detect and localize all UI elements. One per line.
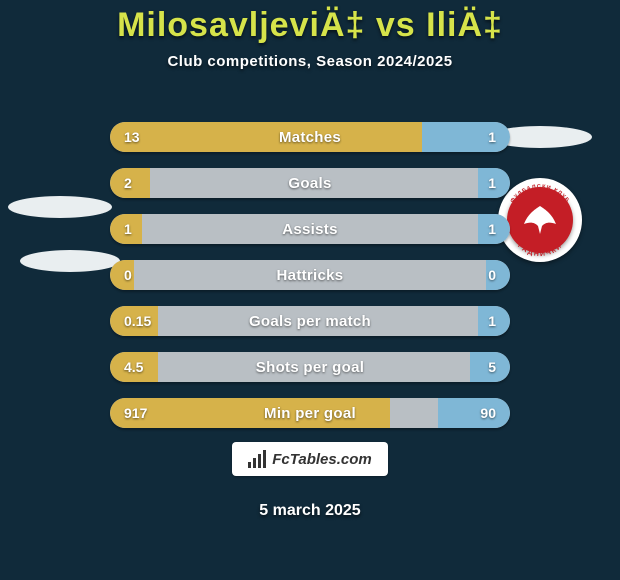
stat-row: Min per goal917 90 <box>110 398 510 428</box>
stat-row: Matches13 1 <box>110 122 510 152</box>
infographic-date: 5 march 2025 <box>0 502 620 520</box>
stat-value-left: 1 <box>124 214 132 244</box>
stat-label: Min per goal <box>110 398 510 428</box>
stat-value-left: 0.15 <box>124 306 151 336</box>
comparison-infographic: MilosavljeviÄ‡ vs IliÄ‡ Club competition… <box>0 0 620 580</box>
badge-outer-ring: ФУДБАЛСКИ КЛУБ РАДНИЧКИ <box>498 178 582 262</box>
logo-text: FcTables.com <box>272 451 371 468</box>
stat-value-left: 13 <box>124 122 140 152</box>
stat-value-left: 4.5 <box>124 352 143 382</box>
stat-label: Hattricks <box>110 260 510 290</box>
stat-value-right: 1 <box>488 214 496 244</box>
stat-value-right: 90 <box>480 398 496 428</box>
stat-label: Goals per match <box>110 306 510 336</box>
stat-row: Shots per goal4.5 5 <box>110 352 510 382</box>
fctables-logo: FcTables.com <box>232 442 388 476</box>
stat-rows: Matches131Goals21Assists11Hattricks00Goa… <box>110 122 510 444</box>
stat-label: Matches <box>110 122 510 152</box>
stat-value-left: 917 <box>124 398 147 428</box>
stat-row: Assists1 1 <box>110 214 510 244</box>
stat-row: Hattricks0 0 <box>110 260 510 290</box>
stat-value-left: 0 <box>124 260 132 290</box>
ellipse-decor-2 <box>20 250 120 272</box>
stat-value-right: 5 <box>488 352 496 382</box>
stat-value-right: 1 <box>488 306 496 336</box>
stat-value-right: 0 <box>488 260 496 290</box>
stat-label: Assists <box>110 214 510 244</box>
stat-value-right: 1 <box>488 168 496 198</box>
stat-row: Goals per match0.15 1 <box>110 306 510 336</box>
page-subtitle: Club competitions, Season 2024/2025 <box>0 53 620 70</box>
stat-value-left: 2 <box>124 168 132 198</box>
svg-text:РАДНИЧКИ: РАДНИЧКИ <box>516 242 564 258</box>
badge-text-arc: ФУДБАЛСКИ КЛУБ РАДНИЧКИ <box>498 178 582 262</box>
logo-bars-icon <box>248 450 266 468</box>
ellipse-decor-1 <box>8 196 112 218</box>
club-badge-right: ФУДБАЛСКИ КЛУБ РАДНИЧКИ <box>498 178 582 262</box>
stat-row: Goals2 1 <box>110 168 510 198</box>
stat-label: Goals <box>110 168 510 198</box>
stat-value-right: 1 <box>488 122 496 152</box>
page-title: MilosavljeviÄ‡ vs IliÄ‡ <box>0 0 620 45</box>
stat-label: Shots per goal <box>110 352 510 382</box>
svg-text:ФУДБАЛСКИ КЛУБ: ФУДБАЛСКИ КЛУБ <box>510 184 571 204</box>
